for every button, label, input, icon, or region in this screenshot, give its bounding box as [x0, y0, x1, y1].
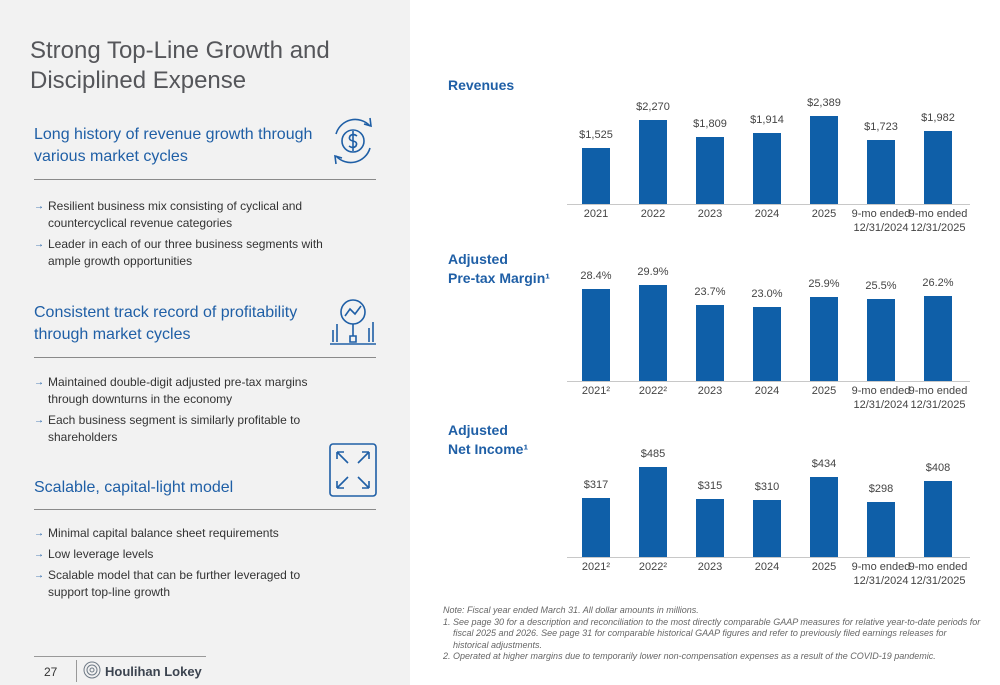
section-heading: Scalable, capital-light model	[34, 479, 234, 496]
bar	[867, 140, 895, 204]
value-label: $315	[697, 479, 723, 492]
x-tick-label: 2024	[754, 561, 780, 573]
bar	[582, 289, 610, 381]
value-label: $408	[925, 462, 951, 475]
value-label: $1,723	[864, 121, 898, 134]
value-label: $1,525	[579, 128, 613, 141]
footnotes: Note: Fiscal year ended March 31. All do…	[443, 605, 983, 663]
bar	[696, 498, 724, 557]
bar	[639, 119, 667, 204]
x-tick-label: 9-mo ended 12/31/2024	[851, 561, 911, 587]
bar	[582, 498, 610, 557]
x-tick-label: 2025	[811, 208, 837, 220]
x-tick-label: 2021²	[581, 561, 611, 573]
divider	[34, 357, 376, 358]
x-tick-label: 9-mo ended 12/31/2024	[851, 385, 911, 411]
x-tick-label: 2024	[754, 385, 780, 397]
footnote: 2. Operated at higher margins due to tem…	[443, 651, 936, 661]
chart-title: Adjusted Net Income¹	[448, 422, 529, 457]
x-tick-label: 2024	[754, 208, 780, 220]
x-tick-label: 2021²	[581, 385, 611, 397]
x-tick-label: 2022	[640, 208, 666, 220]
brand-logo	[83, 661, 101, 679]
footer-rule	[34, 656, 206, 657]
bar	[924, 481, 952, 557]
bar	[639, 284, 667, 381]
bar	[696, 137, 724, 204]
value-label: $310	[754, 480, 780, 493]
bullet-list: Minimal capital balance sheet requiremen…	[34, 525, 334, 605]
profit-icon	[330, 299, 376, 345]
bar	[810, 297, 838, 381]
value-label: $485	[640, 448, 666, 461]
value-label: 23.0%	[751, 287, 783, 300]
value-label: $1,914	[750, 114, 784, 127]
bar	[753, 133, 781, 204]
chart-title: Adjusted Pre-tax Margin¹	[448, 251, 550, 286]
bullet: Resilient business mix consisting of cyc…	[34, 198, 334, 232]
x-tick-label: 2023	[697, 385, 723, 397]
value-label: $1,982	[921, 111, 955, 124]
value-label: 29.9%	[637, 265, 669, 278]
footnote: Note: Fiscal year ended March 31. All do…	[443, 605, 699, 615]
value-label: $434	[811, 457, 837, 470]
x-tick-label: 2022²	[638, 385, 668, 397]
slide-title: Strong Top-Line Growth and Disciplined E…	[30, 37, 330, 94]
bullet-list: Resilient business mix consisting of cyc…	[34, 198, 334, 274]
value-label: 25.9%	[808, 278, 840, 291]
value-label: 23.7%	[694, 285, 726, 298]
x-tick-label: 2023	[697, 561, 723, 573]
bar	[867, 298, 895, 381]
x-tick-label: 2023	[697, 208, 723, 220]
bullet: Scalable model that can be further lever…	[34, 567, 334, 601]
x-tick-label: 2025	[811, 561, 837, 573]
section-heading: Consistent track record of profitability…	[34, 304, 298, 343]
bar	[924, 130, 952, 204]
chart-title: Revenues	[448, 77, 515, 93]
bullet: Each business segment is similarly profi…	[34, 412, 334, 446]
value-label: $298	[868, 482, 894, 495]
x-tick-label: 2021	[583, 208, 609, 220]
bar	[810, 115, 838, 204]
value-label: $2,270	[636, 100, 670, 113]
x-tick-label: 9-mo ended 12/31/2025	[908, 208, 968, 234]
baseline	[567, 557, 970, 558]
revenue-icon	[334, 117, 372, 165]
bar	[639, 467, 667, 557]
x-tick-label: 2025	[811, 385, 837, 397]
divider	[34, 179, 376, 180]
value-label: 26.2%	[922, 277, 954, 290]
x-tick-label: 9-mo ended 12/31/2024	[851, 208, 911, 234]
x-tick-label: 2022²	[638, 561, 668, 573]
bullet-list: Maintained double-digit adjusted pre-tax…	[34, 374, 334, 450]
x-tick-label: 9-mo ended 12/31/2025	[908, 385, 968, 411]
bullet: Minimal capital balance sheet requiremen…	[34, 525, 334, 542]
section-heading: Long history of revenue growth through v…	[34, 126, 313, 165]
bar	[753, 499, 781, 557]
bar	[810, 476, 838, 557]
baseline	[567, 204, 970, 205]
value-label: 25.5%	[865, 279, 897, 292]
bar	[696, 304, 724, 381]
value-label: $1,809	[693, 118, 727, 130]
brand-name: Houlihan Lokey	[105, 664, 202, 679]
value-label: $2,389	[807, 96, 841, 109]
page-number: 27	[44, 665, 58, 679]
footer-separator	[76, 660, 77, 682]
bar	[924, 296, 952, 381]
baseline	[567, 381, 970, 382]
divider	[34, 509, 376, 510]
bullet: Leader in each of our three business seg…	[34, 236, 334, 270]
value-label: $317	[583, 479, 609, 492]
bar	[867, 501, 895, 557]
x-tick-label: 9-mo ended 12/31/2025	[908, 561, 968, 587]
value-label: 28.4%	[580, 270, 612, 283]
bullet: Low leverage levels	[34, 546, 334, 563]
scale-icon	[329, 443, 377, 497]
bar	[582, 147, 610, 204]
footnote: 1. See page 30 for a description and rec…	[443, 616, 981, 650]
bullet: Maintained double-digit adjusted pre-tax…	[34, 374, 334, 408]
bar	[753, 306, 781, 381]
